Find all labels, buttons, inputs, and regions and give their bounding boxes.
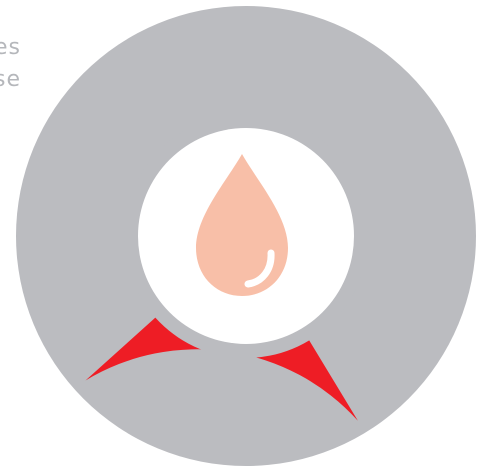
cropped-text: es se: [0, 32, 21, 96]
text-fragment-2: se: [0, 67, 21, 92]
blood-drop-shine: [244, 249, 275, 288]
text-fragment-1: es: [0, 35, 21, 60]
blood-drop-shape: [196, 154, 288, 296]
blood-drop-icon: [196, 154, 288, 296]
